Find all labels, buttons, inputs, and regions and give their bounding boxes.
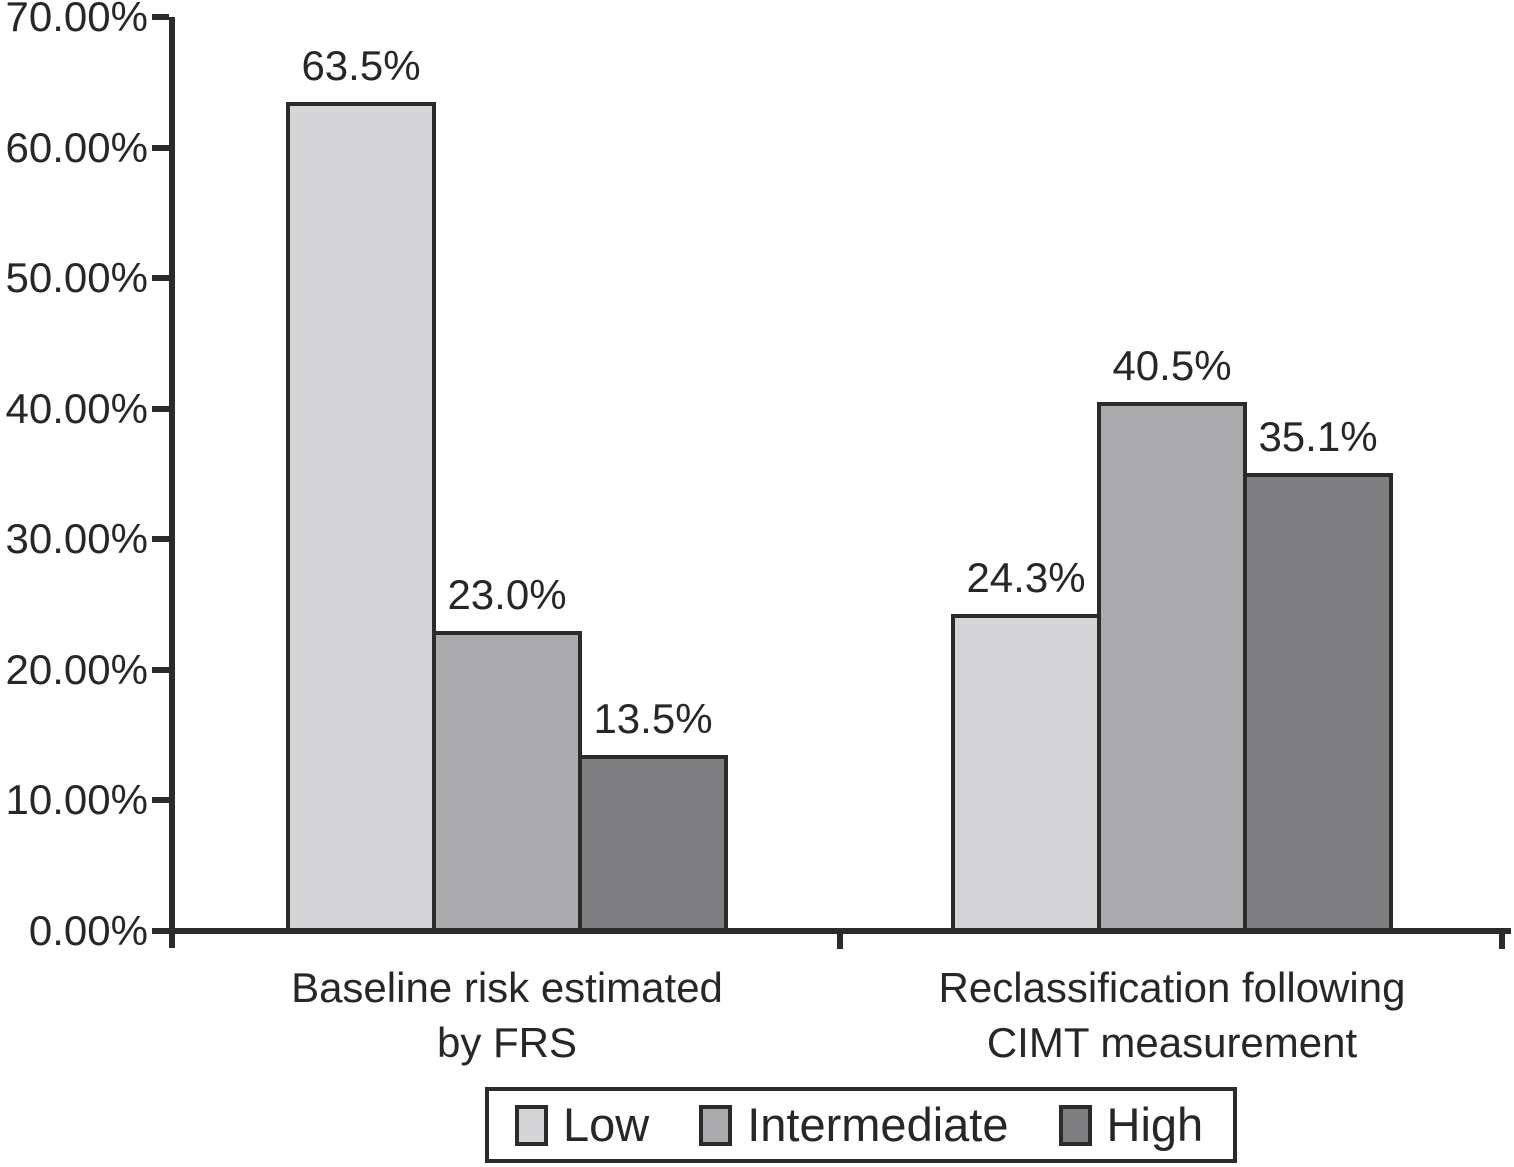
legend-label: Low xyxy=(563,1098,650,1151)
y-axis-line xyxy=(169,17,175,948)
x-axis-category-label-line: Reclassification following xyxy=(938,964,1406,1011)
x-axis-tick-end xyxy=(1499,928,1505,949)
legend: Low Intermediate High xyxy=(485,1087,1237,1163)
y-axis-tick-label: 70.00% xyxy=(5,0,148,40)
legend-label: Intermediate xyxy=(747,1098,1009,1151)
x-axis-category-label: Baseline risk estimated by FRS xyxy=(197,960,817,1070)
y-axis-tick-label: 20.00% xyxy=(5,645,148,693)
y-axis-tick xyxy=(152,14,169,20)
y-axis-tick-label: 50.00% xyxy=(5,254,148,302)
y-axis-tick xyxy=(152,536,169,543)
legend-swatch-high xyxy=(1058,1104,1092,1146)
legend-item-high: High xyxy=(1058,1098,1204,1151)
y-axis-tick-label: 0.00% xyxy=(28,907,148,954)
bar-high-group2 xyxy=(1243,473,1393,931)
bar-intermediate-group1 xyxy=(432,631,582,931)
x-axis-category-label-line: Baseline risk estimated xyxy=(291,964,723,1011)
y-axis-tick xyxy=(152,666,169,673)
y-axis-tick xyxy=(152,275,169,282)
bar-value-label: 24.3% xyxy=(966,554,1086,601)
bar-value-label: 63.5% xyxy=(301,42,421,89)
plot-area: 63.5% 23.0% 13.5% 24.3% 40.5% 35.1% xyxy=(152,14,1511,949)
legend-item-low: Low xyxy=(515,1099,649,1151)
y-axis-tick xyxy=(152,797,169,804)
y-axis-tick-label: 60.00% xyxy=(5,123,148,171)
y-axis-tick-label: 30.00% xyxy=(5,515,148,563)
bar-intermediate-group2 xyxy=(1097,402,1247,931)
bar-value-label: 35.1% xyxy=(1258,413,1378,460)
y-axis-tick-label: 10.00% xyxy=(5,776,148,824)
x-axis-category-label-line: CIMT measurement xyxy=(986,1019,1358,1066)
x-axis-category-label: Reclassification following CIMT measureme… xyxy=(862,960,1482,1070)
legend-swatch-low xyxy=(515,1104,548,1146)
bar-value-label: 40.5% xyxy=(1112,342,1232,389)
bar-high-group1 xyxy=(578,755,728,931)
y-axis-tick-label: 40.00% xyxy=(5,384,148,432)
x-axis-category-label-line: by FRS xyxy=(436,1019,578,1066)
bar-value-label: 23.0% xyxy=(447,571,567,618)
bar-low-group1 xyxy=(286,102,436,931)
legend-item-intermediate: Intermediate xyxy=(699,1098,1009,1151)
legend-label: High xyxy=(1106,1098,1204,1151)
y-axis-tick xyxy=(152,928,169,934)
bar-value-label: 13.5% xyxy=(593,695,713,742)
y-axis-tick xyxy=(152,405,169,412)
bar-low-group2 xyxy=(951,614,1101,931)
y-axis-tick xyxy=(152,144,169,151)
x-axis-tick-mid xyxy=(837,928,843,949)
legend-swatch-intermediate xyxy=(699,1104,733,1146)
